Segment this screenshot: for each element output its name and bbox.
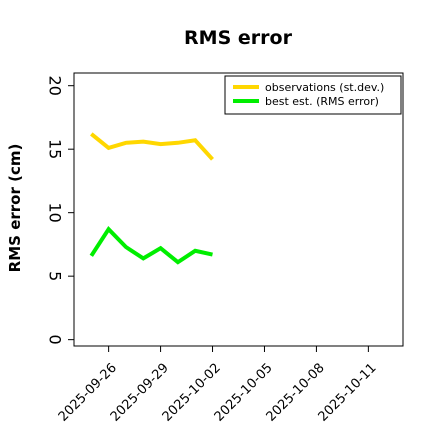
y-tick-label: 20	[45, 76, 64, 96]
chart-title: RMS error	[184, 27, 293, 49]
y-tick-label: 5	[45, 271, 64, 281]
legend: observations (st.dev.)best est. (RMS err…	[224, 75, 402, 115]
legend-box	[224, 75, 402, 115]
y-axis-label: RMS error (cm)	[6, 144, 24, 273]
series-layer	[89, 132, 214, 265]
x-axis: 2025-09-262025-09-292025-10-022025-10-05…	[56, 346, 380, 425]
y-tick-label: 15	[45, 139, 64, 159]
series-line-1	[90, 132, 214, 161]
plot-frame	[73, 72, 404, 347]
y-tick-label: 10	[45, 202, 64, 222]
y-tick-label: 0	[45, 335, 64, 345]
legend-label: best est. (RMS error)	[265, 95, 379, 108]
y-axis: 0 5 10 15 20	[45, 76, 74, 345]
series-line-2	[89, 226, 213, 265]
legend-label: observations (st.dev.)	[265, 81, 384, 94]
